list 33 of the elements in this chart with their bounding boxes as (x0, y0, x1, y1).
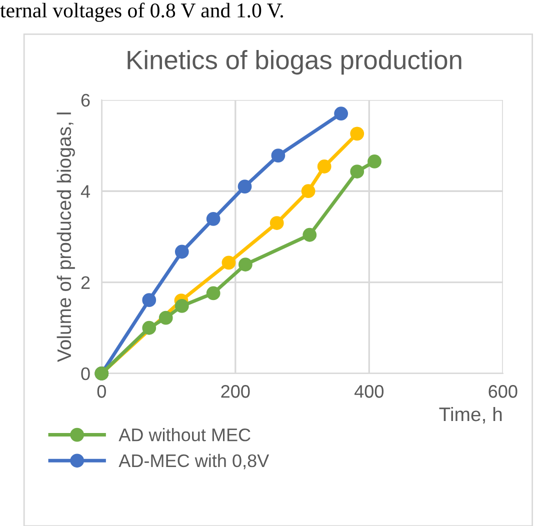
legend-label: AD without MEC (118, 428, 250, 442)
text: ternal voltages of 0.8 V and 1.0 V. (0, 2, 283, 22)
y-tick-label: 0 (81, 367, 90, 380)
point (317, 160, 332, 174)
x-tick-label: 200 (221, 385, 250, 398)
chart-title: Kinetics of biogas production (128, 50, 462, 75)
point (206, 286, 220, 300)
legend-label: AD-MEC with 0,8V (118, 454, 270, 470)
point (350, 126, 364, 141)
y-tick-label: 2 (81, 276, 90, 289)
x-tick-label: 0 (97, 385, 106, 398)
point (238, 258, 252, 272)
point (334, 106, 348, 121)
point (238, 180, 252, 194)
point (142, 293, 156, 308)
point (350, 164, 364, 178)
point (302, 228, 317, 242)
y-tick-label: 6 (81, 94, 90, 107)
point (206, 212, 220, 226)
point (271, 148, 286, 162)
y-axis-title: Volume of produced biogas, l (56, 112, 75, 362)
point (142, 320, 156, 335)
point (174, 299, 189, 313)
y-tick-label: 4 (80, 185, 90, 198)
x-tick-label: 600 (488, 385, 518, 398)
point (222, 256, 236, 270)
x-axis-title: Time, h (439, 406, 502, 424)
point (270, 216, 284, 230)
point (174, 244, 189, 259)
point (368, 154, 382, 168)
x-tick-label: 400 (354, 385, 384, 398)
point (301, 184, 316, 198)
point (158, 310, 173, 325)
